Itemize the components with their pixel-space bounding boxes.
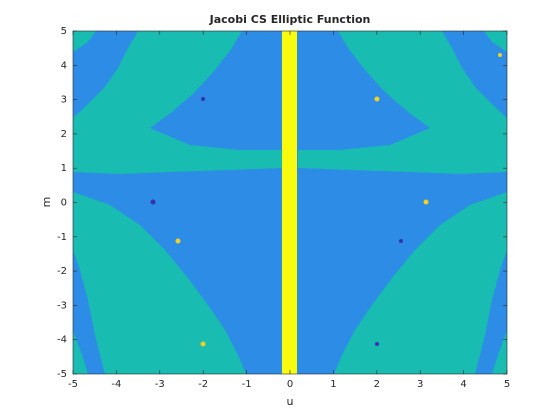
region: [73, 31, 96, 52]
x-tick-label: 5: [504, 379, 510, 390]
point: [201, 97, 205, 101]
point: [374, 96, 380, 102]
y-axis-label: m: [40, 197, 53, 208]
y-tick-label: 0: [61, 198, 67, 209]
x-tick-label: 3: [417, 379, 423, 390]
singular-points: [150, 53, 502, 347]
point: [498, 53, 502, 57]
region: [282, 31, 297, 374]
y-tick-label: 5: [61, 26, 67, 37]
point: [175, 238, 181, 244]
x-tick-label: 1: [330, 379, 336, 390]
region: [73, 31, 282, 174]
y-tick-label: 2: [61, 129, 67, 140]
y-tick-label: -1: [57, 232, 67, 243]
point: [423, 199, 429, 205]
point: [375, 342, 379, 346]
y-tick-label: -2: [57, 266, 67, 277]
contour-fill: [73, 31, 507, 374]
y-tick-label: -5: [57, 369, 67, 380]
region: [73, 330, 88, 374]
point: [150, 199, 156, 205]
point: [200, 341, 206, 347]
x-tick-label: -5: [68, 379, 78, 390]
y-tick-label: -3: [57, 300, 67, 311]
x-axis-label: u: [287, 395, 294, 408]
x-tick-label: -4: [111, 379, 121, 390]
y-tick-label: 1: [61, 163, 67, 174]
x-tick-label: 4: [460, 379, 466, 390]
y-tick-label: 4: [61, 60, 67, 71]
chart-title: Jacobi CS Elliptic Function: [209, 13, 371, 26]
region-group: [73, 31, 282, 374]
x-tick-label: -1: [242, 379, 252, 390]
y-tick-label: -4: [57, 335, 67, 346]
x-tick-label: -2: [198, 379, 208, 390]
x-tick-label: -3: [155, 379, 165, 390]
region: [73, 192, 246, 374]
point: [399, 239, 403, 243]
x-tick-label: 0: [287, 379, 293, 390]
y-tick-label: 3: [61, 95, 67, 106]
x-tick-label: 2: [374, 379, 380, 390]
